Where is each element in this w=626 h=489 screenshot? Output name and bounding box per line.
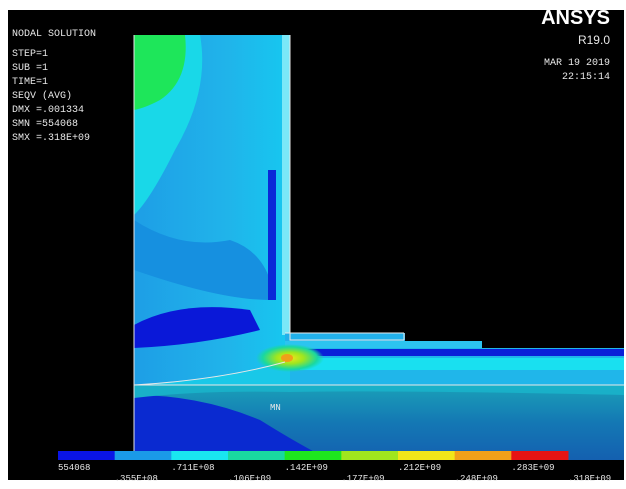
legend-label: .711E+08 <box>171 463 214 473</box>
legend-swatch <box>455 451 512 460</box>
version: R19.0 <box>578 33 610 47</box>
info-line: DMX =.001334 <box>12 105 84 116</box>
min-marker: MN <box>270 403 281 413</box>
info-line: NODAL SOLUTION <box>12 29 96 40</box>
legend-swatch <box>171 451 228 460</box>
legend-label: .142E+09 <box>285 463 328 473</box>
inner-edge <box>282 35 290 335</box>
info-line: SMX =.318E+09 <box>12 133 90 144</box>
hot-core <box>281 354 293 362</box>
legend-swatch <box>115 451 172 460</box>
ansys-window: MN NODAL SOLUTION STEP=1 SUB =1 TIME=1 SEQV … <box>0 0 626 489</box>
info-line: SMN =554068 <box>12 119 78 130</box>
legend-swatch <box>58 451 115 460</box>
legend-swatch <box>285 451 342 460</box>
time: 22:15:14 <box>562 72 610 83</box>
info-line: TIME=1 <box>12 77 48 88</box>
date: MAR 19 2019 <box>544 58 610 69</box>
legend-label: .177E+09 <box>341 474 384 484</box>
info-line: SEQV (AVG) <box>12 90 72 102</box>
inner-dark-strip <box>268 170 276 300</box>
logo: ANSYS <box>541 7 610 29</box>
legend-swatch <box>511 451 568 460</box>
legend-label: .355E+08 <box>115 474 158 484</box>
flange-cyan-band <box>300 358 624 370</box>
flange-dark-band <box>300 349 624 356</box>
legend-label: .283E+09 <box>511 463 554 473</box>
legend-label: .106E+09 <box>228 474 271 484</box>
legend-label: .318E+09 <box>568 474 611 484</box>
legend-swatch <box>228 451 285 460</box>
legend-swatch <box>341 451 398 460</box>
info-line: STEP=1 <box>12 49 48 60</box>
legend-label: .248E+09 <box>455 474 498 484</box>
legend-label: 554068 <box>58 463 90 473</box>
flange-step <box>285 341 482 348</box>
page: {"header": {"lines": ["NODAL SOLUTION", … <box>0 0 626 489</box>
legend-swatch <box>398 451 455 460</box>
info-line: SUB =1 <box>12 63 48 74</box>
legend-label: .212E+09 <box>398 463 441 473</box>
